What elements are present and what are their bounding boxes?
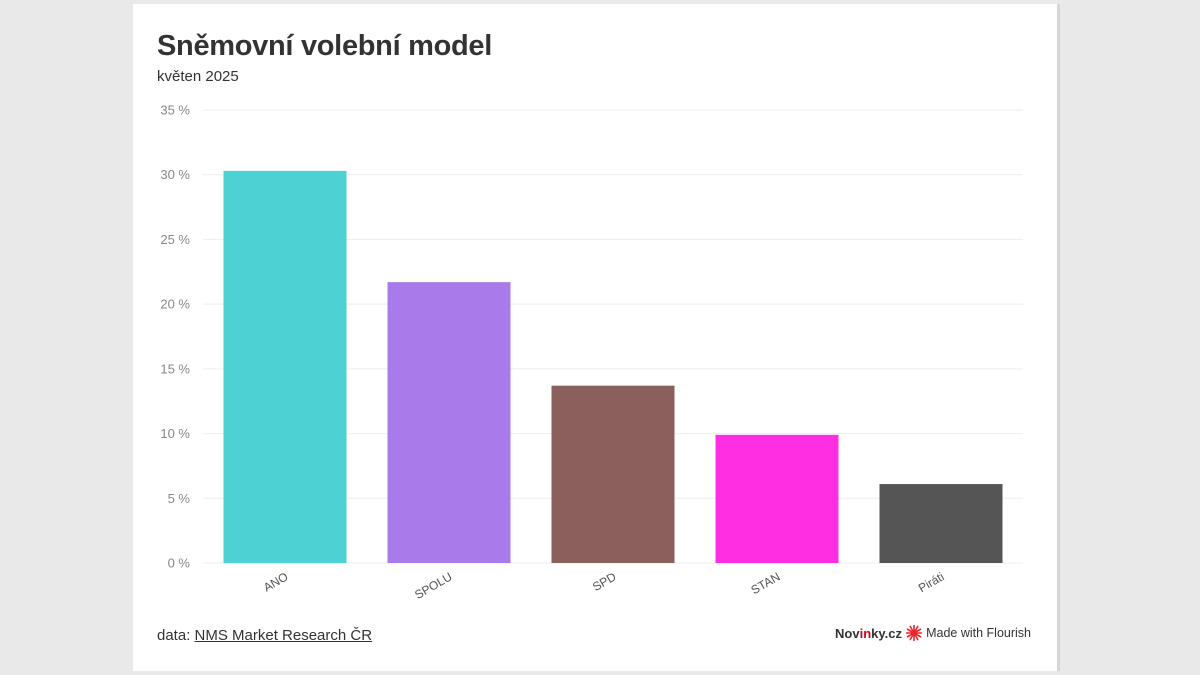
y-tick-label: 30 % [160,167,190,182]
y-tick-label: 20 % [160,297,190,312]
x-tick-label: SPOLU [412,569,454,601]
novinky-logo-highlight: in [859,626,872,641]
y-tick-label: 35 % [160,103,190,118]
chart-title: Sněmovní volební model [157,30,493,62]
y-tick-label: 10 % [160,426,190,441]
y-tick-label: 15 % [160,361,190,376]
bar-ano[interactable] [223,170,347,563]
y-tick-label: 0 % [168,556,191,571]
novinky-logo[interactable]: Novinky.cz [835,626,902,641]
data-source-prefix: data: [157,627,195,644]
bar-spolu[interactable] [387,282,511,563]
y-tick-label: 5 % [168,491,191,506]
y-tick-label: 25 % [160,232,190,247]
data-source-link[interactable]: NMS Market Research ČR [194,627,373,644]
novinky-logo-prefix: Nov [835,626,860,641]
bar-spd[interactable] [551,385,675,563]
bar-chart: 0 % 5 % 10 % 15 % 20 % 25 % 30 % 35 % ANO SPOLU SP… [160,103,1023,602]
data-source: data: NMS Market Research ČR [157,627,372,644]
flourish-icon [906,625,923,641]
made-with-flourish-link[interactable]: Made with Flourish [906,625,1031,641]
x-tick-label: ANO [261,569,291,594]
novinky-logo-suffix: ky.cz [871,626,902,641]
x-tick-label: STAN [749,569,783,597]
chart-subtitle: květen 2025 [157,68,239,85]
made-with-flourish-label: Made with Flourish [926,626,1031,640]
x-tick-label: Piráti [916,569,947,595]
bar-stan[interactable] [715,434,839,563]
chart-card: Sněmovní volební model květen 2025 0 % 5 … [133,4,1057,671]
x-tick-label: SPD [590,569,619,594]
bar-piráti[interactable] [879,484,1003,563]
scrollbar[interactable] [1057,4,1060,671]
